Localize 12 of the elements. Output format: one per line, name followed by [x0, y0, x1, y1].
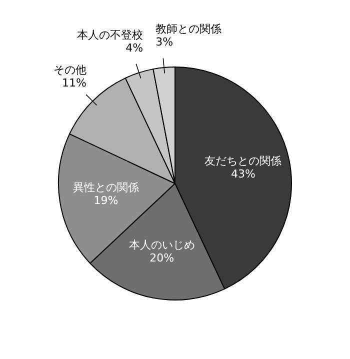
data-label: 20% — [150, 252, 174, 265]
data-label: 11% — [62, 76, 86, 90]
data-label: 4% — [126, 42, 144, 55]
data-label: 43% — [230, 168, 256, 181]
slice-label: 教師との関係 — [156, 22, 222, 36]
slice-label: 異性との関係 — [72, 180, 139, 194]
slice-label: 本人のいじめ — [128, 238, 195, 252]
slice-label: その他 — [54, 63, 86, 76]
slice-label: 友だちとの関係 — [204, 154, 282, 168]
data-label: 3% — [156, 35, 174, 48]
slice-label: 本人の不登校 — [77, 28, 144, 42]
data-label: 19% — [94, 194, 118, 207]
